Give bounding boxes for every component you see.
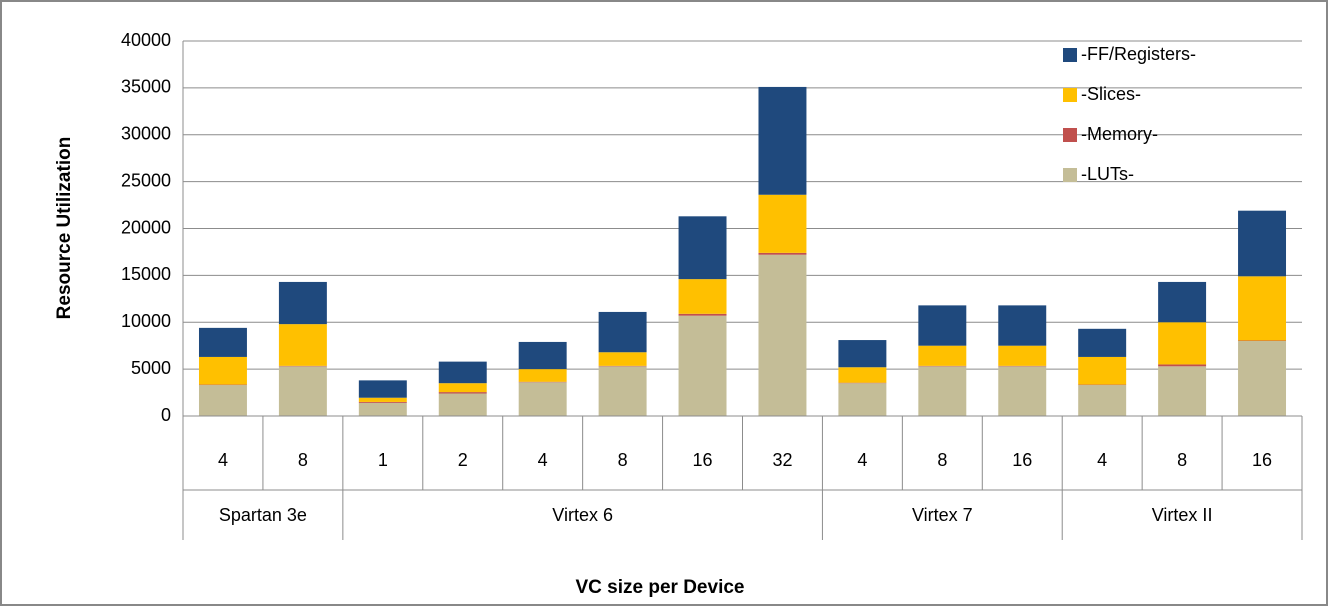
bar-segment xyxy=(838,340,886,367)
bar-segment xyxy=(199,328,247,357)
x-tick-label: 8 xyxy=(298,450,308,470)
x-tick-label: 4 xyxy=(1097,450,1107,470)
x-tick-label: 2 xyxy=(458,450,468,470)
y-axis-title: Resource Utilization xyxy=(54,137,75,320)
bar-segment xyxy=(679,316,727,416)
x-tick-label: 4 xyxy=(857,450,867,470)
bar-segment xyxy=(679,279,727,314)
bar-segment xyxy=(918,366,966,416)
y-tick-label: 10000 xyxy=(121,311,171,331)
bar-segment xyxy=(679,314,727,316)
y-tick-label: 15000 xyxy=(121,264,171,284)
x-tick-label: 4 xyxy=(538,450,548,470)
x-tick-label: 1 xyxy=(378,450,388,470)
x-tick-label: 32 xyxy=(772,450,792,470)
x-tick-label: 4 xyxy=(218,450,228,470)
legend-swatch xyxy=(1063,128,1077,142)
bar-segment xyxy=(199,357,247,385)
bar-segment xyxy=(439,362,487,384)
x-tick-label: 8 xyxy=(937,450,947,470)
bar-segment xyxy=(998,346,1046,366)
x-tick-label: 16 xyxy=(1012,450,1032,470)
bar-segment xyxy=(279,366,327,416)
y-tick-label: 0 xyxy=(161,405,171,425)
bar-segment xyxy=(199,385,247,416)
bar-segment xyxy=(599,366,647,416)
y-tick-label: 20000 xyxy=(121,217,171,237)
x-axis-title: VC size per Device xyxy=(576,577,745,598)
bar-segment xyxy=(439,392,487,393)
y-tick-label: 35000 xyxy=(121,77,171,97)
bar-segment xyxy=(519,369,567,382)
bar-segment xyxy=(998,305,1046,345)
legend-label: -FF/Registers- xyxy=(1081,44,1196,64)
y-tick-label: 30000 xyxy=(121,124,171,144)
bar-segment xyxy=(519,342,567,369)
bar-segment xyxy=(679,216,727,279)
bar-segment xyxy=(1158,322,1206,364)
legend-swatch xyxy=(1063,168,1077,182)
bar-segment xyxy=(599,312,647,352)
x-tick-label: 8 xyxy=(1177,450,1187,470)
bar-segment xyxy=(359,380,407,397)
bar-segment xyxy=(758,87,806,195)
bar-segment xyxy=(359,402,407,403)
legend-swatch xyxy=(1063,48,1077,62)
bar-segment xyxy=(1238,211,1286,277)
bar-segment xyxy=(359,403,407,416)
bar-segment xyxy=(279,282,327,324)
bar-segment xyxy=(758,195,806,253)
bar-segment xyxy=(1238,341,1286,416)
bar-segment xyxy=(279,324,327,366)
bar-segment xyxy=(359,398,407,402)
group-label: Virtex 6 xyxy=(552,505,613,525)
bar-segment xyxy=(1158,282,1206,322)
bar-segment xyxy=(1158,364,1206,366)
x-tick-label: 16 xyxy=(693,450,713,470)
bar-segment xyxy=(918,346,966,366)
y-tick-label: 5000 xyxy=(131,358,171,378)
y-tick-label: 25000 xyxy=(121,170,171,190)
bar-segment xyxy=(1158,366,1206,416)
bar-segment xyxy=(599,352,647,366)
bar-segment xyxy=(439,383,487,392)
bar-segment xyxy=(1238,276,1286,340)
bar-segment xyxy=(1078,357,1126,385)
group-label: Spartan 3e xyxy=(219,505,307,525)
bar-segment xyxy=(838,367,886,382)
legend-swatch xyxy=(1063,88,1077,102)
legend-label: -LUTs- xyxy=(1081,164,1134,184)
legend-label: -Slices- xyxy=(1081,84,1141,104)
legend-label: -Memory- xyxy=(1081,124,1158,144)
bar-segment xyxy=(918,305,966,345)
x-tick-label: 16 xyxy=(1252,450,1272,470)
bar-segment xyxy=(519,382,567,416)
bar-segment xyxy=(439,394,487,417)
x-tick-label: 8 xyxy=(618,450,628,470)
bar-segment xyxy=(758,255,806,416)
bar-segment xyxy=(1078,385,1126,416)
bar-segment xyxy=(758,253,806,255)
bar-segment xyxy=(998,366,1046,416)
group-label: Virtex 7 xyxy=(912,505,973,525)
group-label: Virtex II xyxy=(1152,505,1213,525)
y-tick-label: 40000 xyxy=(121,30,171,50)
bar-segment xyxy=(1078,329,1126,357)
bar-segment xyxy=(838,383,886,416)
